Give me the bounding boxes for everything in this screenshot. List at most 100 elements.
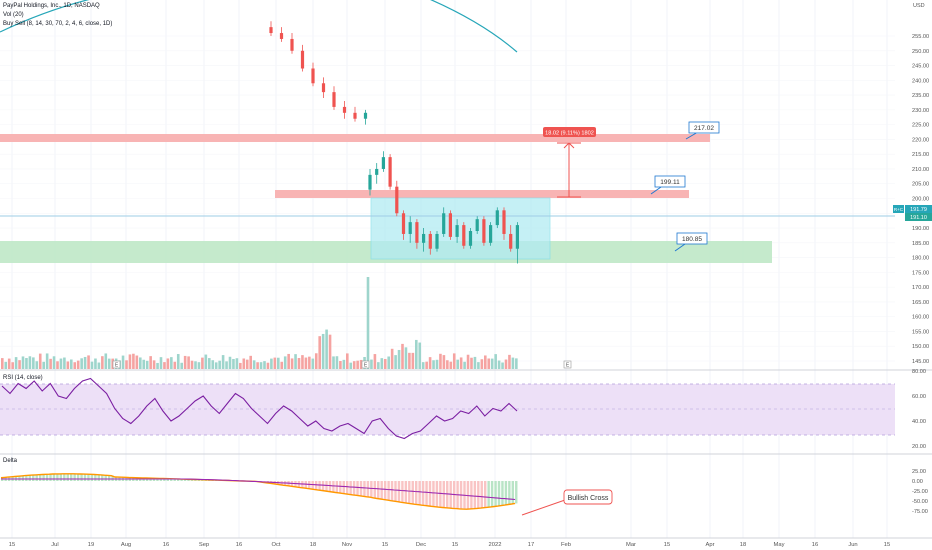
candle-body[interactable] xyxy=(482,219,486,243)
time-tick-label: Dec xyxy=(416,542,426,548)
candle-body[interactable] xyxy=(428,233,432,249)
volume-bar xyxy=(311,358,315,369)
volume-bar xyxy=(452,353,456,369)
volume-bar xyxy=(252,360,256,369)
delta-histogram-bar xyxy=(25,475,28,481)
delta-histogram-bar xyxy=(339,481,342,493)
price-tick-label: 230.00 xyxy=(912,108,929,114)
time-tick-label: Feb xyxy=(561,542,571,548)
volume-bar xyxy=(394,355,397,369)
volume-bar xyxy=(38,353,42,369)
candle-body[interactable] xyxy=(509,233,513,249)
candle-body[interactable] xyxy=(408,222,412,234)
candle-body[interactable] xyxy=(489,225,493,243)
time-tick-label: Oct xyxy=(271,542,280,548)
volume-bar xyxy=(504,359,508,369)
delta-histogram-bar xyxy=(156,478,159,481)
delta-indicator-label[interactable]: Delta xyxy=(3,458,18,464)
volume-bar xyxy=(356,360,359,369)
candle-body[interactable] xyxy=(468,231,473,246)
candle-body[interactable] xyxy=(448,213,452,237)
callout-199[interactable]: 199.11 xyxy=(650,175,686,195)
candle-body[interactable] xyxy=(435,233,439,249)
candle-body[interactable] xyxy=(381,157,385,169)
candle-body[interactable] xyxy=(368,174,372,190)
volume-bar xyxy=(1,358,4,369)
candle-body[interactable] xyxy=(502,210,506,234)
callout-217[interactable]: 217.02 xyxy=(685,121,720,140)
earnings-marker-2[interactable]: E xyxy=(361,360,370,369)
earnings-marker-1[interactable]: E xyxy=(112,360,121,369)
volume-bar xyxy=(149,356,152,369)
candle-body[interactable] xyxy=(300,50,305,69)
consolidation-box[interactable] xyxy=(370,197,551,260)
candle-body[interactable] xyxy=(279,33,284,39)
delta-histogram-bar xyxy=(166,478,169,481)
volume-bar xyxy=(214,362,218,369)
price-tick-label: 210.00 xyxy=(912,167,929,173)
price-pane[interactable]: 18.02 (9.11%) 1802 217.02 199.11 180.85 … xyxy=(0,0,895,369)
volume-bar xyxy=(280,361,284,369)
delta-histogram-bar xyxy=(183,479,187,481)
candle-body[interactable] xyxy=(442,213,446,234)
candle-body[interactable] xyxy=(515,225,519,249)
symbol-title[interactable]: PayPal Holdings, Inc., 1D, NASDAQ xyxy=(3,3,100,9)
delta-histogram-bar xyxy=(87,474,90,481)
delta-pane[interactable]: Bullish Cross xyxy=(0,473,613,516)
volume-bar xyxy=(4,361,8,369)
candle-body[interactable] xyxy=(321,83,326,93)
rsi-axis[interactable]: 80.00 60.00 40.00 20.00 xyxy=(912,369,926,450)
candle-body[interactable] xyxy=(311,68,315,84)
bullish-cross-callout[interactable]: Bullish Cross xyxy=(521,489,613,516)
price-tick-label: 205.00 xyxy=(912,182,929,188)
price-axis[interactable]: USD 255.00 250.00 245.00 240.00 235.00 230.00… xyxy=(912,3,929,365)
candle-body[interactable] xyxy=(462,225,466,246)
callout-180[interactable]: 180.85 xyxy=(674,232,708,252)
rsi-pane[interactable] xyxy=(0,377,895,440)
volume-bar xyxy=(201,357,204,369)
volume-bar xyxy=(142,359,146,369)
candle-body[interactable] xyxy=(422,233,426,243)
measure-tool[interactable]: 18.02 (9.11%) 1802 xyxy=(543,127,596,198)
candle-body[interactable] xyxy=(342,106,347,113)
candlestick-series[interactable] xyxy=(269,21,519,264)
candle-body[interactable] xyxy=(455,225,459,237)
time-axis[interactable]: 15 Jul 19 Aug 16 Sep 16 Oct 18 Nov 15 Dec 15 2022 17 Fe… xyxy=(9,542,890,548)
time-tick-label: 15 xyxy=(9,542,15,548)
volume-bar xyxy=(208,358,211,369)
volume-bar xyxy=(218,360,221,369)
vol-indicator-label[interactable]: Vol (20) xyxy=(3,12,24,18)
candle-body[interactable] xyxy=(353,112,357,119)
delta-histogram-bar xyxy=(380,481,383,500)
candle-body[interactable] xyxy=(415,222,419,243)
candle-body[interactable] xyxy=(495,210,499,226)
delta-axis[interactable]: 25.00 0.00 -25.00 -50.00 -75.00 xyxy=(912,469,928,515)
candle-body[interactable] xyxy=(375,168,379,175)
candle-body[interactable] xyxy=(363,112,368,119)
price-tick-label: 165.00 xyxy=(912,300,929,306)
candle-body[interactable] xyxy=(475,219,479,231)
candle-body[interactable] xyxy=(388,157,392,187)
candle-body[interactable] xyxy=(290,38,294,51)
volume-bar xyxy=(390,348,394,369)
volume-bar xyxy=(380,358,384,369)
buysell-indicator-label[interactable]: Buy Sell (8, 14, 30, 70, 2, 4, 6, close,… xyxy=(3,21,112,27)
candle-body[interactable] xyxy=(401,213,406,234)
rsi-indicator-label[interactable]: RSI (14, close) xyxy=(3,375,43,381)
candle-body[interactable] xyxy=(395,186,399,214)
volume-bar xyxy=(370,359,373,369)
candle-body[interactable] xyxy=(332,92,336,107)
volume-bar xyxy=(487,358,491,369)
delta-histogram-bar xyxy=(501,481,504,506)
last-price-label: 191.79 xyxy=(910,207,927,213)
candle-body[interactable] xyxy=(269,27,273,34)
delta-histogram-bar xyxy=(159,478,163,481)
volume-bar xyxy=(66,361,70,369)
volume-bar xyxy=(308,356,311,369)
volume-bar xyxy=(470,357,473,369)
time-tick-label: 16 xyxy=(236,542,242,548)
volume-bar xyxy=(425,361,428,369)
earnings-marker-3[interactable]: E xyxy=(563,360,572,369)
